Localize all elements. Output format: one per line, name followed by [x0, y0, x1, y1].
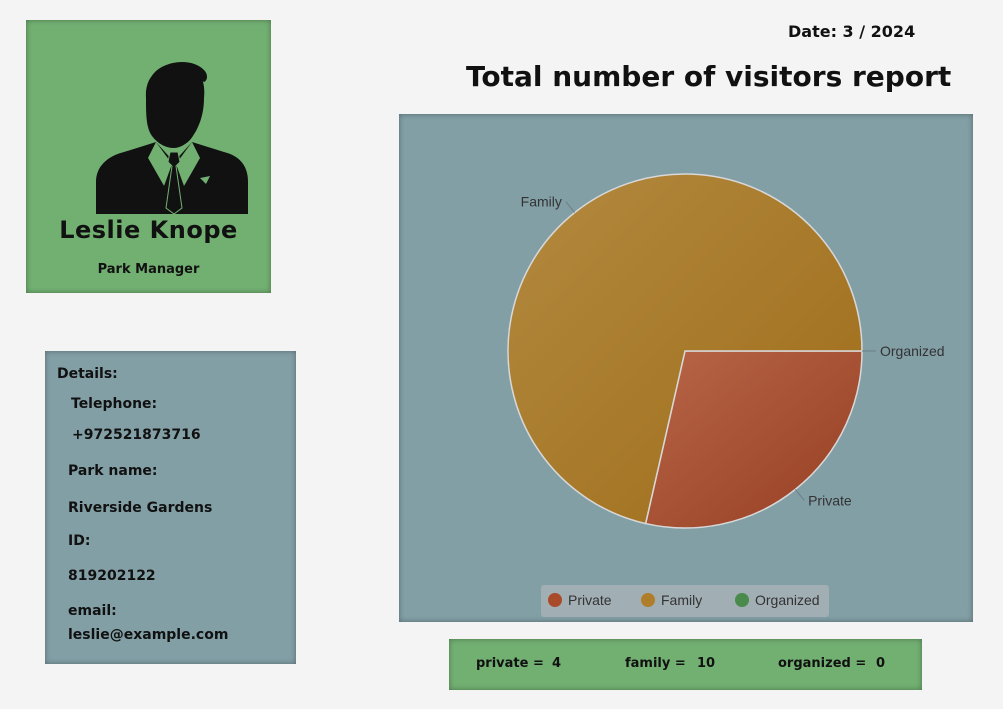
legend-dot-family	[641, 593, 655, 607]
telephone-label: Telephone:	[71, 396, 158, 412]
visitors-pie-chart: Private Family Organized Private Family Or…	[399, 114, 973, 622]
visitor-counts-bar: private = 4 family = 10 organized = 0	[449, 639, 922, 690]
legend-label-family: Family	[661, 592, 703, 608]
legend-item-organized: Organized	[735, 592, 820, 610]
pie-label-private: Private	[808, 492, 852, 508]
email-label: email:	[68, 603, 117, 619]
chart-legend: Private Family Organized	[541, 585, 829, 617]
legend-label-organized: Organized	[755, 592, 820, 608]
email-value: leslie@example.com	[68, 627, 229, 643]
organized-count-value: 0	[876, 656, 886, 671]
pie-slice-private[interactable]	[644, 350, 863, 529]
family-count-label: family =	[625, 656, 686, 671]
details-heading: Details:	[57, 366, 118, 382]
report-title: Total number of visitors report	[466, 60, 952, 93]
private-count-value: 4	[552, 656, 562, 671]
park-name-value: Riverside Gardens	[68, 500, 213, 516]
family-count-value: 10	[697, 656, 716, 671]
legend-label-private: Private	[568, 592, 612, 608]
legend-dot-private	[548, 593, 562, 607]
private-count-label: private =	[476, 656, 544, 671]
details-card: Details: Telephone: +972521873716 Park n…	[45, 351, 296, 664]
legend-dot-organized	[735, 593, 749, 607]
telephone-value: +972521873716	[72, 427, 201, 443]
pie-chart-canvas: Private Family Organized	[507, 173, 945, 529]
pie-label-organized: Organized	[880, 343, 945, 359]
manager-profile-card: Leslie Knope Park Manager	[26, 20, 271, 293]
pie-label-family: Family	[521, 194, 562, 210]
id-value: 819202122	[68, 568, 156, 584]
legend-item-family: Family	[641, 592, 702, 610]
id-label: ID:	[68, 533, 91, 549]
pie-leader-family	[565, 201, 576, 213]
user-role: Park Manager	[97, 262, 200, 277]
pie-leader-private	[794, 489, 805, 501]
organized-count-label: organized =	[778, 656, 867, 671]
businessman-silhouette-icon	[96, 62, 248, 214]
legend-item-private: Private	[548, 592, 612, 610]
park-name-label: Park name:	[68, 463, 158, 479]
report-date: Date: 3 / 2024	[788, 22, 916, 41]
user-name: Leslie Knope	[59, 216, 238, 244]
